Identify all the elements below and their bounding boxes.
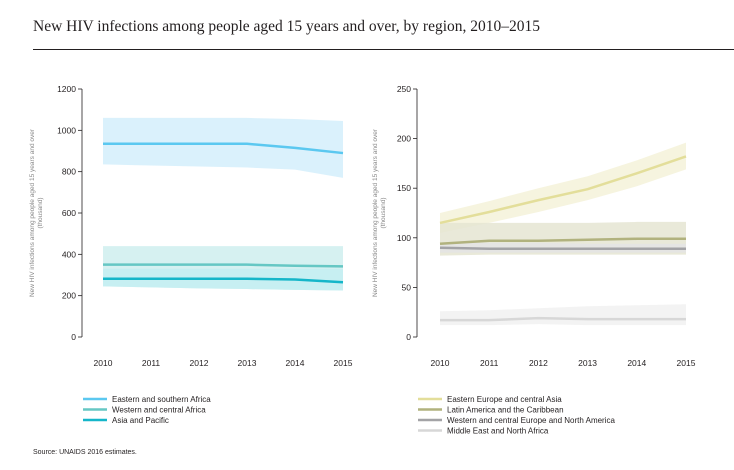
y-tick-label: 600 (62, 208, 76, 218)
legend-label: Middle East and North Africa (447, 427, 549, 436)
y-axis-label: New HIV infections among people aged 15 … (372, 128, 387, 297)
y-tick-label: 200 (62, 291, 76, 301)
y-axis-label: New HIV infections among people aged 15 … (29, 128, 44, 297)
y-tick-label: 400 (62, 249, 76, 259)
title-divider (33, 49, 734, 50)
y-tick-label: 100 (397, 233, 411, 243)
y-tick-label: 0 (71, 332, 76, 342)
y-tick-label: 200 (397, 134, 411, 144)
x-tick-label: 2014 (286, 358, 305, 368)
x-tick-label: 2011 (142, 358, 161, 368)
x-tick-label: 2014 (627, 358, 646, 368)
series-line-2 (439, 237, 686, 245)
uncertainty-band-4 (440, 304, 686, 326)
x-tick-label: 2010 (94, 358, 113, 368)
chart-panel-1: 0 200 400 600 800 1000 1200 2010 2011 2012 2013 201… (29, 84, 353, 425)
y-tick-label: 250 (397, 84, 411, 94)
legend-label: Western and central Africa (112, 406, 206, 415)
legend-label: Eastern Europe and central Asia (447, 395, 562, 404)
series-line-4 (440, 316, 686, 322)
y-tick-label: 1200 (57, 84, 76, 94)
y-tick-label: 50 (402, 282, 412, 292)
source-note: Source: UNAIDS 2016 estimates. (33, 449, 137, 456)
x-tick-label: 2010 (431, 358, 450, 368)
legend-label: Latin America and the Caribbean (447, 406, 564, 415)
x-tick-label: 2012 (529, 358, 548, 368)
series-line-3 (103, 277, 344, 284)
x-tick-label: 2015 (334, 358, 353, 368)
series-line-3 (439, 246, 686, 250)
series-line-2 (103, 263, 344, 268)
series-line-1 (439, 155, 687, 225)
y-tick-label: 0 (406, 332, 411, 342)
x-tick-label: 2012 (190, 358, 209, 368)
legend-label: Eastern and southern Africa (112, 395, 211, 404)
x-tick-label: 2015 (677, 358, 696, 368)
x-tick-label: 2013 (578, 358, 597, 368)
uncertainty-band-1 (103, 117, 343, 178)
y-tick-label: 150 (397, 183, 411, 193)
chart-panel-2: 0 50 100 150 200 250 2010 2011 2012 2013 2014 2015 N… (372, 84, 696, 436)
x-tick-label: 2011 (480, 358, 499, 368)
x-tick-label: 2013 (238, 358, 257, 368)
y-tick-label: 1000 (57, 125, 76, 135)
chart-title: New HIV infections among people aged 15 … (33, 18, 541, 35)
series-line-1 (103, 142, 344, 155)
legend-label: Asia and Pacific (112, 416, 169, 425)
uncertainty-band-1 (440, 142, 686, 233)
legend-label: Western and central Europe and North Ame… (447, 416, 615, 425)
y-tick-label: 800 (62, 167, 76, 177)
